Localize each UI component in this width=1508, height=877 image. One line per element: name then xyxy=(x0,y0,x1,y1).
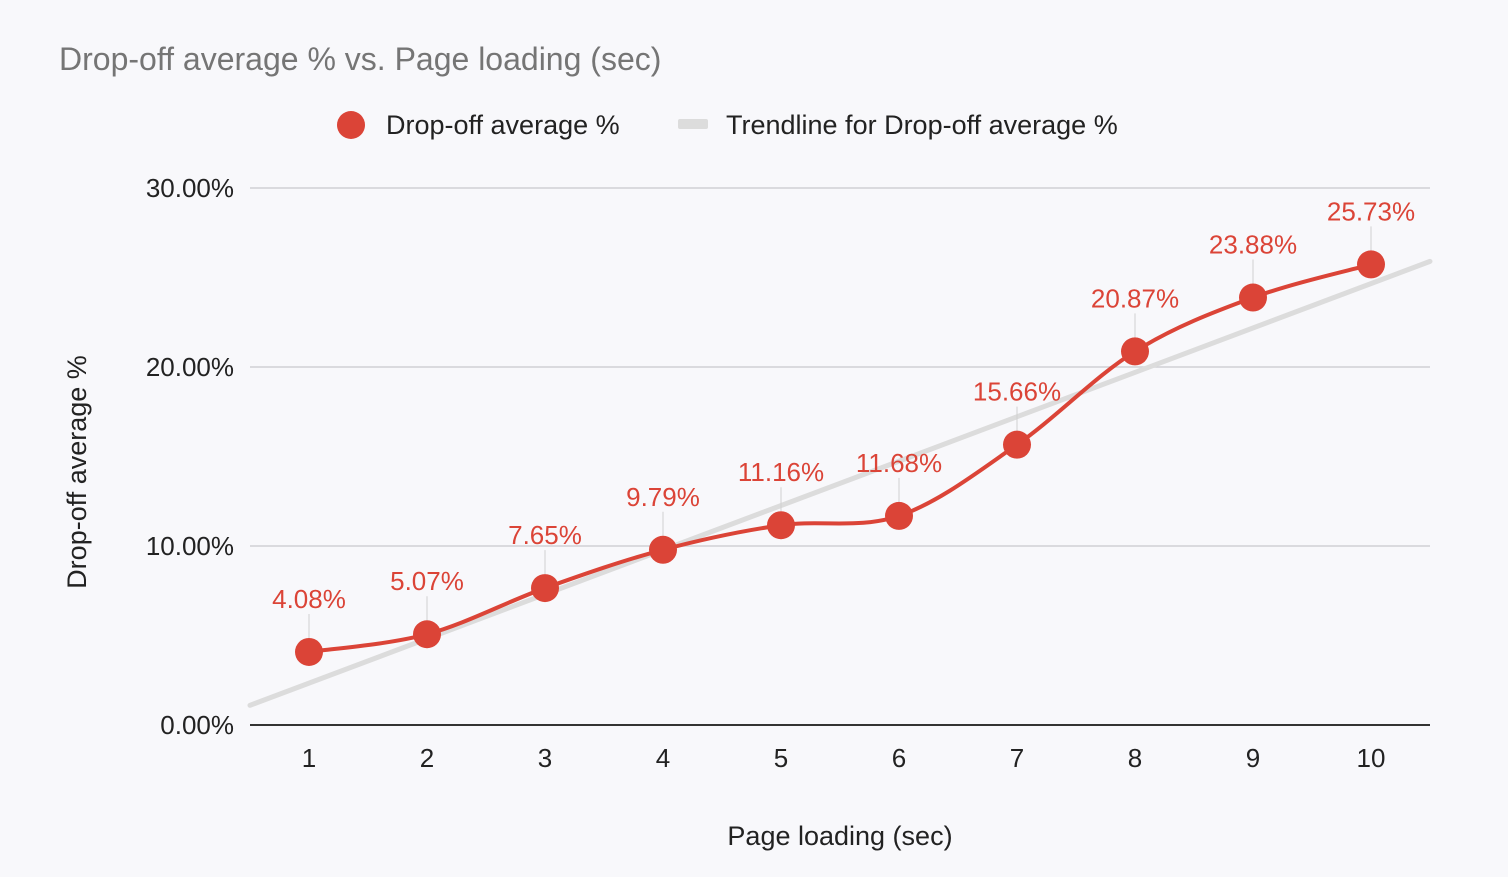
x-tick-label: 2 xyxy=(420,743,434,773)
data-point xyxy=(1003,430,1031,459)
legend-trendline-marker xyxy=(678,119,708,129)
x-tick-label: 10 xyxy=(1357,743,1386,773)
x-tick-label: 9 xyxy=(1246,743,1260,773)
x-tick-label: 1 xyxy=(302,743,316,773)
data-point xyxy=(885,501,913,530)
data-point xyxy=(767,511,795,540)
y-tick-label: 20.00% xyxy=(146,352,234,382)
gridlines xyxy=(250,187,1430,547)
data-label: 23.88% xyxy=(1209,230,1297,260)
data-point xyxy=(1239,283,1267,312)
x-tick-label: 5 xyxy=(774,743,788,773)
data-label: 5.07% xyxy=(390,566,464,596)
x-tick-label: 3 xyxy=(538,743,552,773)
x-axis-ticks: 1 2 3 4 5 6 7 8 9 10 xyxy=(302,743,1386,773)
data-label: 7.65% xyxy=(508,520,582,550)
data-label: 9.79% xyxy=(626,482,700,512)
legend-trendline-label: Trendline for Drop-off average % xyxy=(726,110,1118,140)
x-tick-label: 7 xyxy=(1010,743,1024,773)
data-point xyxy=(413,620,441,649)
data-label: 4.08% xyxy=(272,584,346,614)
data-point xyxy=(295,637,323,666)
y-tick-label: 30.00% xyxy=(146,173,234,203)
y-tick-label: 0.00% xyxy=(160,710,234,740)
data-label-leaders xyxy=(308,226,1372,638)
legend: Drop-off average % Trendline for Drop-of… xyxy=(337,110,1118,140)
y-axis-ticks: 0.00% 10.00% 20.00% 30.00% xyxy=(146,173,234,740)
data-point xyxy=(1357,250,1385,279)
x-tick-label: 4 xyxy=(656,743,670,773)
legend-series-marker xyxy=(337,111,365,139)
series-line xyxy=(307,262,1373,654)
chart-title: Drop-off average % vs. Page loading (sec… xyxy=(59,41,661,77)
trendline xyxy=(247,258,1433,708)
data-labels: 4.08% 5.07% 7.65% 9.79% 11.16% 11.68% 15.66% 20… xyxy=(272,196,1415,614)
data-label: 20.87% xyxy=(1091,283,1179,313)
data-points xyxy=(295,250,1385,666)
data-point xyxy=(649,535,677,564)
data-label: 15.66% xyxy=(973,377,1061,407)
x-axis-title: Page loading (sec) xyxy=(727,821,952,851)
data-label: 11.68% xyxy=(856,448,942,478)
legend-series-label: Drop-off average % xyxy=(386,110,620,140)
data-label: 25.73% xyxy=(1327,196,1415,226)
data-point xyxy=(531,574,559,603)
y-axis-title: Drop-off average % xyxy=(62,355,92,589)
x-tick-label: 8 xyxy=(1128,743,1142,773)
y-tick-label: 10.00% xyxy=(146,531,234,561)
data-label: 11.16% xyxy=(738,457,824,487)
data-point xyxy=(1121,337,1149,366)
x-tick-label: 6 xyxy=(892,743,906,773)
